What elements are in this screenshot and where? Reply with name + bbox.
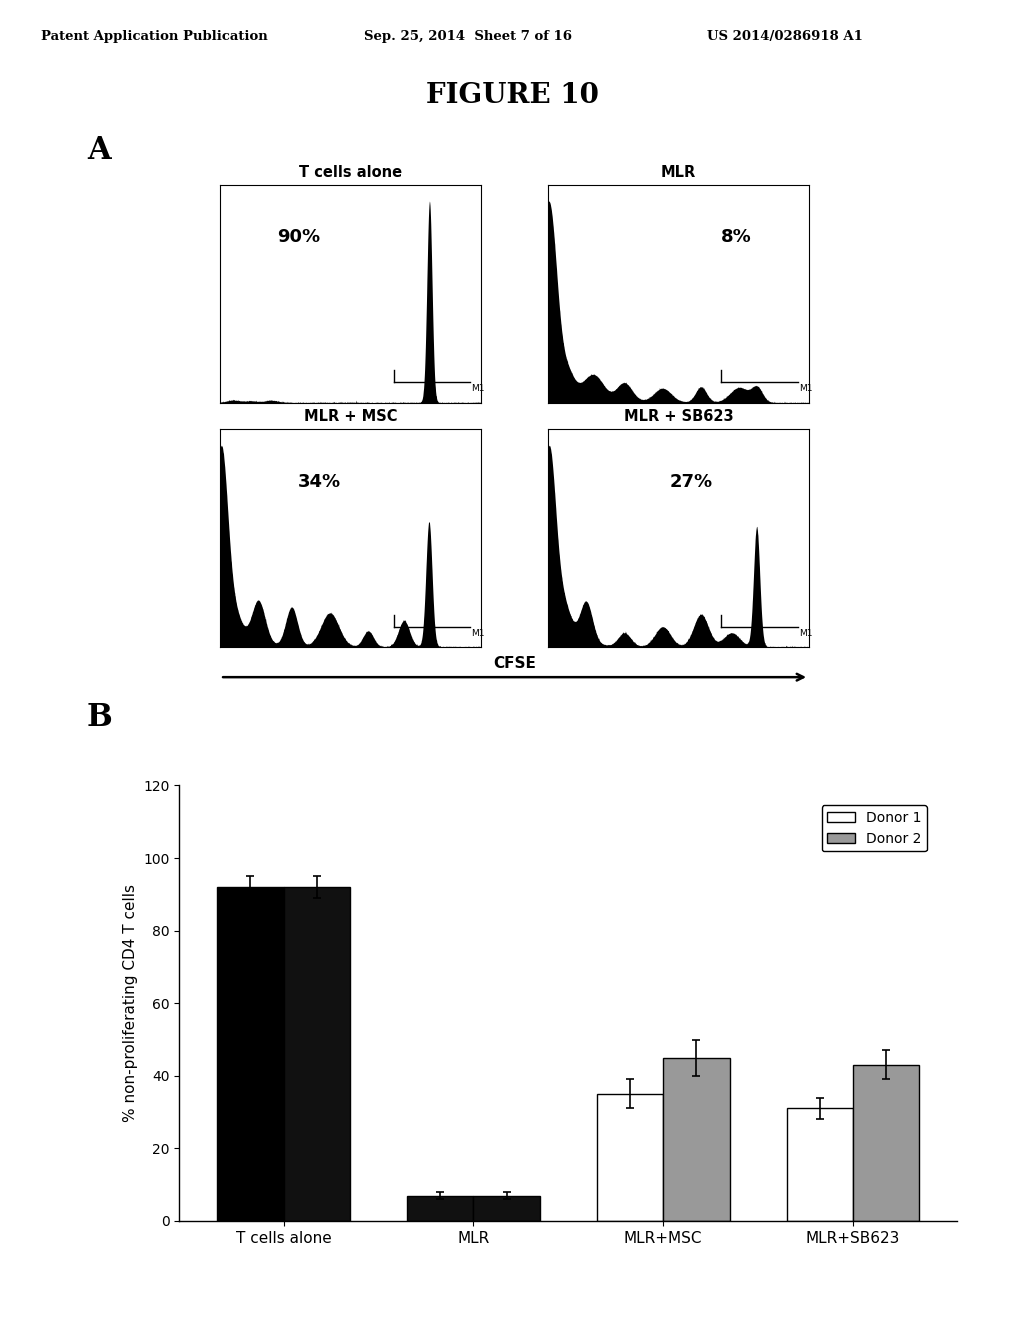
Legend: Donor 1, Donor 2: Donor 1, Donor 2 xyxy=(821,805,927,851)
Y-axis label: % non-proliferating CD4 T cells: % non-proliferating CD4 T cells xyxy=(123,884,137,1122)
Text: MLR + SB623: MLR + SB623 xyxy=(624,409,733,424)
Text: Patent Application Publication: Patent Application Publication xyxy=(41,30,267,44)
Text: 34%: 34% xyxy=(298,473,341,491)
Text: 27%: 27% xyxy=(670,473,713,491)
Bar xyxy=(217,887,284,1221)
Text: B: B xyxy=(87,702,113,733)
Bar xyxy=(597,1094,664,1221)
Text: FIGURE 10: FIGURE 10 xyxy=(426,82,598,108)
Text: MLR: MLR xyxy=(660,165,696,180)
Bar xyxy=(473,1196,540,1221)
Text: M1: M1 xyxy=(472,628,485,638)
Text: US 2014/0286918 A1: US 2014/0286918 A1 xyxy=(707,30,862,44)
Text: M1: M1 xyxy=(800,384,813,393)
Bar xyxy=(407,1196,473,1221)
Bar xyxy=(853,1065,920,1221)
Text: M1: M1 xyxy=(472,384,485,393)
Text: CFSE: CFSE xyxy=(494,656,536,671)
Bar xyxy=(786,1109,853,1221)
Bar xyxy=(664,1057,730,1221)
Text: M1: M1 xyxy=(800,628,813,638)
Text: A: A xyxy=(87,135,111,165)
Bar xyxy=(284,887,350,1221)
Text: 90%: 90% xyxy=(276,228,321,247)
Text: T cells alone: T cells alone xyxy=(299,165,402,180)
Text: 8%: 8% xyxy=(721,228,752,247)
Text: Sep. 25, 2014  Sheet 7 of 16: Sep. 25, 2014 Sheet 7 of 16 xyxy=(364,30,571,44)
Text: MLR + MSC: MLR + MSC xyxy=(304,409,397,424)
